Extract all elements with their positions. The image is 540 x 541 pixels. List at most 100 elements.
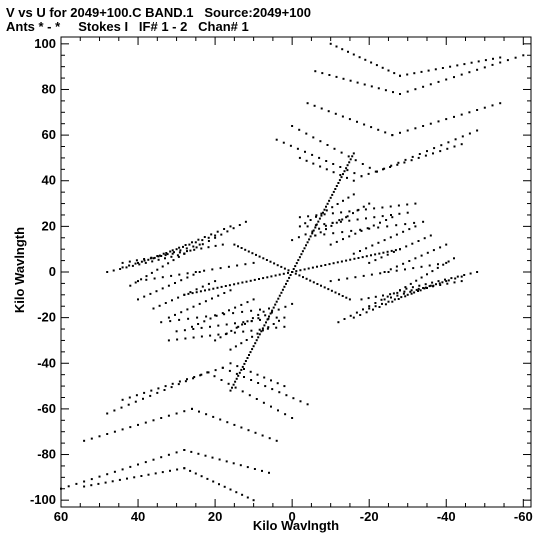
data-point xyxy=(346,277,349,280)
data-point xyxy=(309,279,312,282)
data-point xyxy=(137,298,139,301)
data-point xyxy=(379,272,382,275)
data-point xyxy=(329,243,332,246)
data-point xyxy=(422,287,425,289)
data-point xyxy=(408,228,411,231)
data-point xyxy=(325,205,327,208)
data-point xyxy=(323,223,326,226)
data-point xyxy=(150,271,153,274)
data-point xyxy=(232,312,235,315)
data-point xyxy=(477,60,480,63)
data-point xyxy=(247,429,250,432)
data-point xyxy=(389,166,392,168)
data-point xyxy=(272,306,275,309)
data-point xyxy=(351,155,354,158)
data-point xyxy=(261,469,263,472)
chart-title: V vs U for 2049+100.C BAND.1 Source:2049… xyxy=(6,5,311,20)
data-point xyxy=(278,319,280,322)
data-point xyxy=(118,478,121,481)
data-point xyxy=(331,212,334,215)
data-point xyxy=(370,85,373,88)
data-point xyxy=(277,308,280,311)
data-point xyxy=(176,254,179,257)
data-point xyxy=(417,240,420,242)
data-point xyxy=(362,308,364,311)
data-point xyxy=(197,452,200,455)
data-point xyxy=(346,164,349,167)
data-point xyxy=(176,338,179,341)
data-point xyxy=(149,292,152,295)
data-point xyxy=(128,396,131,399)
data-point xyxy=(140,260,143,263)
data-point xyxy=(436,266,439,269)
data-point xyxy=(129,426,132,429)
data-point xyxy=(266,327,269,330)
data-point xyxy=(420,254,423,257)
data-point xyxy=(447,260,450,263)
data-point xyxy=(312,162,315,165)
data-point xyxy=(135,394,138,397)
data-point xyxy=(367,172,370,175)
data-point xyxy=(341,48,344,51)
data-point xyxy=(499,56,502,59)
data-point xyxy=(258,333,261,336)
data-point xyxy=(306,102,309,105)
data-point xyxy=(378,252,381,255)
y-tick-label: -60 xyxy=(37,401,56,416)
data-point xyxy=(259,318,261,321)
data-point xyxy=(362,205,365,208)
data-point xyxy=(183,329,186,332)
data-point xyxy=(263,324,266,327)
data-point xyxy=(226,421,229,424)
data-point xyxy=(253,278,256,281)
data-point xyxy=(340,211,343,214)
data-point xyxy=(270,405,272,408)
data-point xyxy=(283,267,286,270)
data-point xyxy=(315,214,318,217)
data-point xyxy=(210,233,213,236)
data-point xyxy=(237,374,240,377)
data-point xyxy=(352,252,355,255)
data-point xyxy=(251,252,254,255)
data-point xyxy=(142,397,144,400)
data-point xyxy=(414,127,417,130)
data-point xyxy=(299,400,302,403)
data-point xyxy=(323,286,326,289)
data-point xyxy=(287,269,290,272)
data-point xyxy=(374,305,377,308)
data-point xyxy=(227,382,230,385)
data-point xyxy=(298,274,301,277)
data-point xyxy=(245,339,248,341)
data-point xyxy=(277,297,280,300)
data-point xyxy=(191,325,193,328)
data-point xyxy=(164,257,166,260)
data-point xyxy=(298,256,301,259)
data-point xyxy=(303,247,306,250)
data-point xyxy=(315,215,317,218)
data-point xyxy=(335,185,338,187)
data-point xyxy=(366,227,369,230)
data-point xyxy=(209,325,211,328)
x-axis-label: Kilo Wavlngth xyxy=(253,518,339,533)
data-point xyxy=(431,270,434,273)
data-point xyxy=(204,454,207,457)
data-point xyxy=(390,296,392,299)
data-point xyxy=(355,311,358,314)
data-point xyxy=(217,333,220,336)
data-point xyxy=(333,147,336,150)
data-point xyxy=(240,426,243,429)
data-point xyxy=(325,160,328,162)
data-point xyxy=(514,56,517,59)
data-point xyxy=(305,159,308,162)
data-point xyxy=(241,365,244,368)
data-point xyxy=(225,460,228,463)
data-point xyxy=(271,309,274,312)
data-point xyxy=(429,122,432,125)
data-point xyxy=(453,281,456,284)
data-point xyxy=(360,298,363,301)
data-point xyxy=(144,461,147,464)
data-point xyxy=(331,193,334,196)
data-point xyxy=(138,263,141,266)
data-point xyxy=(362,274,365,277)
